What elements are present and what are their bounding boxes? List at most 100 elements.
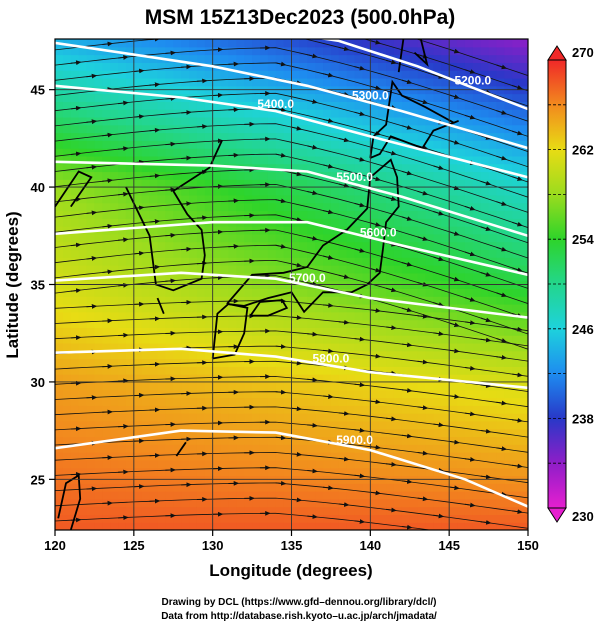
- field-cell: [464, 226, 474, 235]
- field-cell: [70, 187, 80, 196]
- field-cell: [291, 366, 300, 375]
- field-cell: [362, 77, 371, 87]
- field-cell: [173, 140, 182, 149]
- field-cell: [378, 327, 387, 336]
- field-cell: [338, 155, 348, 165]
- field-cell: [181, 132, 190, 141]
- field-cell: [86, 155, 96, 165]
- field-cell: [78, 171, 88, 180]
- field-cell: [259, 288, 269, 297]
- field-cell: [110, 350, 119, 360]
- field-cell: [275, 381, 285, 391]
- field-cell: [220, 241, 230, 251]
- field-cell: [425, 498, 434, 508]
- field-cell: [62, 109, 72, 118]
- field-cell: [125, 350, 135, 360]
- field-cell: [464, 218, 474, 227]
- field-cell: [488, 148, 498, 157]
- field-cell: [220, 389, 230, 399]
- field-cell: [457, 187, 466, 196]
- field-cell: [149, 522, 159, 530]
- field-cell: [252, 288, 261, 297]
- field-cell: [307, 522, 316, 530]
- field-cell: [417, 226, 427, 235]
- field-cell: [464, 491, 474, 500]
- field-cell: [55, 498, 64, 508]
- field-cell: [417, 46, 427, 56]
- field-cell: [338, 350, 348, 360]
- wind-arrow: [102, 269, 113, 275]
- field-cell: [496, 311, 505, 321]
- field-cell: [125, 428, 135, 438]
- field-cell: [220, 233, 230, 243]
- field-cell: [464, 77, 474, 87]
- field-cell: [149, 109, 159, 118]
- field-cell: [291, 342, 300, 352]
- field-cell: [315, 483, 324, 492]
- field-cell: [386, 428, 395, 438]
- field-cell: [401, 319, 411, 328]
- field-cell: [433, 428, 442, 438]
- field-cell: [315, 514, 324, 523]
- field-cell: [520, 436, 528, 445]
- field-cell: [425, 327, 434, 336]
- field-cell: [267, 257, 277, 266]
- field-cell: [472, 171, 482, 180]
- field-cell: [346, 397, 356, 406]
- field-cell: [118, 140, 127, 149]
- field-cell: [291, 514, 300, 523]
- wind-arrow: [496, 446, 508, 452]
- field-cell: [323, 226, 332, 235]
- field-cell: [315, 179, 324, 188]
- field-cell: [464, 194, 474, 204]
- field-cell: [196, 413, 206, 422]
- field-cell: [338, 452, 348, 461]
- field-cell: [496, 132, 505, 141]
- field-cell: [480, 77, 490, 87]
- wind-arrow: [118, 100, 129, 106]
- field-cell: [512, 93, 521, 102]
- field-cell: [370, 148, 379, 157]
- field-cell: [457, 116, 466, 126]
- field-cell: [386, 109, 395, 118]
- field-cell: [370, 498, 379, 508]
- field-cell: [157, 342, 166, 352]
- field-cell: [204, 241, 214, 251]
- field-cell: [133, 327, 143, 336]
- field-cell: [283, 272, 293, 282]
- field-cell: [181, 226, 190, 235]
- field-cell: [228, 249, 237, 258]
- field-cell: [425, 522, 434, 530]
- wind-arrow: [338, 502, 350, 507]
- field-cell: [496, 303, 505, 313]
- field-cell: [488, 93, 498, 102]
- wind-arrow: [86, 486, 98, 492]
- field-cell: [267, 101, 277, 110]
- field-cell: [512, 249, 521, 258]
- x-tick-label: 125: [123, 538, 145, 553]
- field-cell: [125, 218, 135, 227]
- field-cell: [165, 420, 174, 430]
- wind-arrow: [433, 331, 445, 337]
- field-cell: [173, 70, 182, 79]
- wind-arrow: [291, 262, 303, 268]
- field-cell: [118, 155, 127, 165]
- field-cell: [141, 327, 151, 336]
- field-cell: [346, 506, 356, 516]
- field-cell: [133, 39, 143, 48]
- field-cell: [220, 101, 230, 110]
- field-cell: [244, 303, 253, 313]
- field-cell: [520, 397, 528, 406]
- field-cell: [94, 459, 103, 469]
- field-cell: [165, 202, 174, 212]
- field-cell: [409, 366, 419, 375]
- field-cell: [118, 194, 127, 204]
- wind-arrow: [291, 125, 303, 131]
- field-cell: [133, 124, 143, 134]
- field-cell: [125, 405, 135, 414]
- field-cell: [393, 452, 403, 461]
- field-cell: [472, 342, 482, 352]
- field-cell: [433, 491, 442, 500]
- field-cell: [362, 483, 371, 492]
- wind-arrow: [464, 502, 476, 508]
